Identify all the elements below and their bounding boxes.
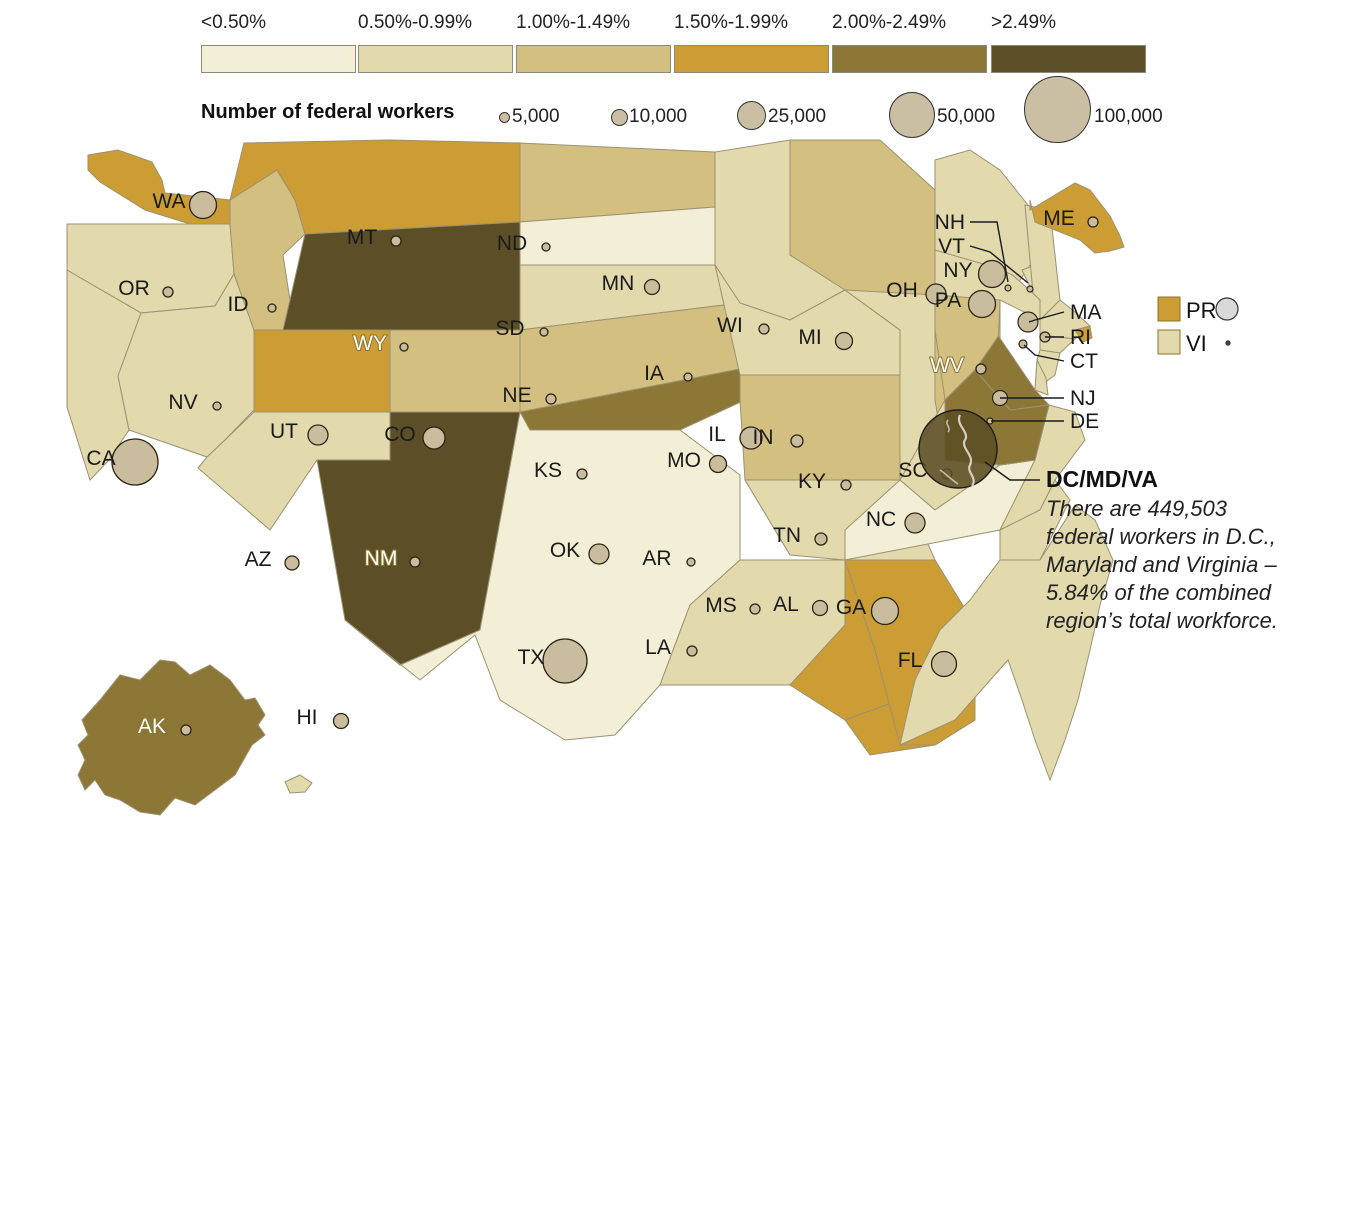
svg-text:OR: OR (118, 277, 150, 300)
svg-text:VI: VI (1186, 331, 1207, 356)
svg-text:TX: TX (518, 646, 545, 669)
svg-text:WY: WY (353, 332, 387, 355)
svg-text:MT: MT (347, 226, 377, 249)
svg-text:WA: WA (152, 190, 185, 213)
svg-text:HI: HI (297, 706, 318, 729)
svg-text:GA: GA (836, 596, 866, 619)
svg-text:RI: RI (1070, 326, 1091, 349)
svg-text:NJ: NJ (1070, 387, 1096, 410)
svg-text:WV: WV (930, 354, 964, 377)
svg-text:CA: CA (86, 447, 115, 470)
svg-text:federal workers in D.C.,: federal workers in D.C., (1046, 524, 1276, 549)
svg-text:MS: MS (705, 594, 737, 617)
svg-text:ME: ME (1043, 207, 1075, 230)
svg-text:MI: MI (798, 326, 821, 349)
svg-text:CO: CO (384, 423, 416, 446)
svg-text:region’s total workforce.: region’s total workforce. (1046, 608, 1278, 633)
svg-text:5.84% of the combined: 5.84% of the combined (1046, 580, 1272, 605)
svg-text:LA: LA (645, 636, 671, 659)
svg-text:ND: ND (497, 232, 527, 255)
svg-text:AR: AR (642, 547, 671, 570)
svg-text:IA: IA (644, 362, 664, 385)
svg-text:There are 449,503: There are 449,503 (1046, 496, 1228, 521)
svg-text:MA: MA (1070, 301, 1102, 324)
svg-text:KY: KY (798, 470, 826, 493)
svg-text:NV: NV (168, 391, 197, 414)
svg-text:FL: FL (898, 649, 923, 672)
svg-text:CT: CT (1070, 350, 1098, 373)
svg-text:SD: SD (495, 317, 524, 340)
svg-text:UT: UT (270, 420, 298, 443)
svg-text:TN: TN (773, 524, 801, 547)
svg-text:AL: AL (773, 593, 799, 616)
svg-text:NM: NM (365, 547, 398, 570)
svg-text:NY: NY (943, 259, 972, 282)
svg-text:ID: ID (228, 293, 249, 316)
svg-text:Maryland and Virginia –: Maryland and Virginia – (1046, 552, 1277, 577)
svg-text:NH: NH (935, 211, 965, 234)
svg-text:KS: KS (534, 459, 562, 482)
svg-text:DE: DE (1070, 410, 1099, 433)
svg-text:NC: NC (866, 508, 896, 531)
svg-text:DC/MD/VA: DC/MD/VA (1046, 466, 1158, 492)
svg-text:OK: OK (550, 539, 580, 562)
svg-text:PA: PA (935, 289, 961, 312)
svg-text:VT: VT (938, 235, 965, 258)
svg-text:MN: MN (602, 272, 635, 295)
svg-text:AZ: AZ (245, 548, 272, 571)
svg-text:MO: MO (667, 449, 701, 472)
svg-text:PR: PR (1186, 298, 1217, 323)
svg-text:IL: IL (708, 423, 726, 446)
svg-text:WI: WI (717, 314, 743, 337)
svg-text:OH: OH (886, 279, 918, 302)
svg-text:AK: AK (138, 715, 166, 738)
svg-text:IN: IN (753, 426, 774, 449)
svg-text:NE: NE (502, 384, 531, 407)
